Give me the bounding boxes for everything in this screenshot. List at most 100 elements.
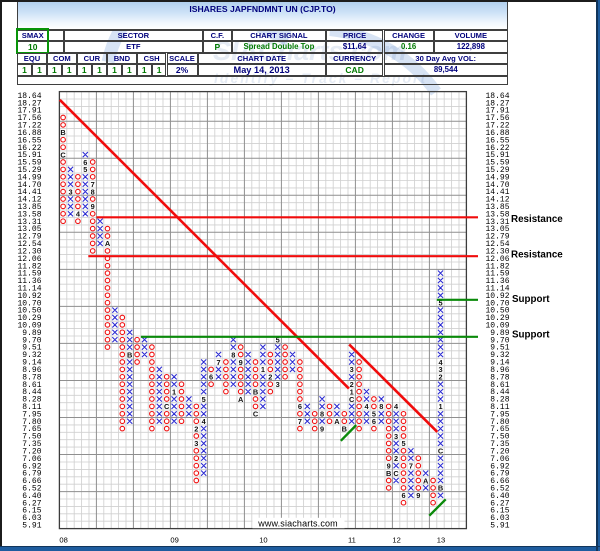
svg-text:10.09: 10.09 [17, 322, 41, 331]
svg-text:18.27: 18.27 [485, 99, 509, 108]
svg-text:11.36: 11.36 [485, 277, 509, 286]
svg-text:16.88: 16.88 [485, 129, 509, 138]
svg-text:15.29: 15.29 [17, 166, 41, 175]
svg-text:8.11: 8.11 [22, 403, 41, 412]
svg-text:7.65: 7.65 [490, 425, 509, 434]
svg-text:6: 6 [209, 373, 213, 382]
svg-text:C: C [164, 402, 170, 411]
svg-text:18.64: 18.64 [17, 92, 41, 101]
svg-text:6.79: 6.79 [22, 470, 41, 479]
svg-text:4: 4 [364, 402, 369, 411]
svg-text:13.05: 13.05 [17, 225, 41, 234]
svg-text:5: 5 [438, 299, 442, 308]
svg-text:5: 5 [83, 165, 87, 174]
svg-text:6.52: 6.52 [22, 485, 41, 494]
svg-text:9: 9 [91, 202, 95, 211]
svg-text:15.91: 15.91 [485, 151, 509, 160]
svg-text:08: 08 [59, 536, 67, 545]
svg-text:7: 7 [409, 462, 413, 471]
svg-text:A: A [334, 417, 340, 426]
svg-text:11.59: 11.59 [17, 270, 41, 279]
svg-text:7.06: 7.06 [490, 455, 509, 464]
svg-text:8.44: 8.44 [490, 388, 509, 397]
svg-text:7.50: 7.50 [22, 433, 41, 442]
svg-text:14.12: 14.12 [485, 196, 509, 205]
svg-text:C: C [438, 447, 444, 456]
svg-text:15.59: 15.59 [17, 159, 41, 168]
svg-text:7.80: 7.80 [490, 418, 509, 427]
svg-text:2: 2 [350, 380, 354, 389]
svg-text:6.40: 6.40 [490, 492, 509, 501]
svg-text:6.66: 6.66 [490, 477, 509, 486]
svg-text:2: 2 [268, 373, 272, 382]
svg-text:6.15: 6.15 [22, 507, 41, 516]
svg-text:Resistance: Resistance [511, 214, 563, 225]
svg-text:14.12: 14.12 [17, 196, 41, 205]
svg-text:17.56: 17.56 [17, 114, 41, 123]
svg-text:15.59: 15.59 [485, 159, 509, 168]
svg-text:1: 1 [172, 387, 176, 396]
svg-text:B: B [253, 387, 258, 396]
svg-text:10.50: 10.50 [485, 307, 509, 316]
svg-text:9: 9 [239, 358, 243, 367]
svg-text:13.58: 13.58 [17, 210, 41, 219]
svg-text:9.89: 9.89 [490, 329, 509, 338]
svg-text:3: 3 [394, 432, 398, 441]
svg-text:6.79: 6.79 [490, 470, 509, 479]
svg-text:8: 8 [91, 187, 95, 196]
svg-text:13.31: 13.31 [17, 218, 41, 227]
svg-text:14.70: 14.70 [17, 181, 41, 190]
svg-text:6.52: 6.52 [490, 485, 509, 494]
svg-text:9.32: 9.32 [22, 351, 41, 360]
svg-text:9.89: 9.89 [22, 329, 41, 338]
svg-text:8.78: 8.78 [22, 373, 41, 382]
svg-text:3: 3 [276, 380, 280, 389]
svg-text:4: 4 [394, 402, 399, 411]
svg-text:17.91: 17.91 [485, 107, 509, 116]
svg-text:C: C [393, 469, 399, 478]
svg-text:9.70: 9.70 [22, 336, 41, 345]
svg-text:2: 2 [394, 454, 398, 463]
svg-text:8.61: 8.61 [22, 381, 41, 390]
svg-text:15.91: 15.91 [17, 151, 41, 160]
svg-text:14.99: 14.99 [485, 173, 509, 182]
svg-text:4: 4 [202, 417, 207, 426]
svg-text:8.28: 8.28 [22, 396, 41, 405]
svg-text:Support: Support [512, 329, 550, 340]
svg-text:7.20: 7.20 [22, 447, 41, 456]
svg-text:2: 2 [194, 424, 198, 433]
svg-text:14.99: 14.99 [17, 173, 41, 182]
svg-text:10.29: 10.29 [17, 314, 41, 323]
svg-text:C: C [349, 395, 355, 404]
svg-text:6.27: 6.27 [490, 499, 509, 508]
svg-text:8: 8 [231, 350, 235, 359]
svg-text:8.11: 8.11 [490, 403, 509, 412]
svg-text:12.54: 12.54 [485, 240, 509, 249]
svg-text:16.55: 16.55 [17, 136, 41, 145]
svg-text:11.82: 11.82 [17, 262, 41, 271]
svg-text:8.96: 8.96 [490, 366, 509, 375]
svg-text:6.03: 6.03 [22, 514, 41, 523]
svg-text:12.79: 12.79 [17, 233, 41, 242]
svg-text:9.51: 9.51 [490, 344, 509, 353]
svg-text:6: 6 [372, 417, 376, 426]
svg-text:7.20: 7.20 [490, 447, 509, 456]
svg-text:15.29: 15.29 [485, 166, 509, 175]
svg-text:7.35: 7.35 [22, 440, 41, 449]
svg-text:9.14: 9.14 [490, 359, 509, 368]
svg-text:3: 3 [194, 439, 198, 448]
svg-text:9: 9 [387, 462, 391, 471]
svg-text:10.92: 10.92 [485, 292, 509, 301]
svg-text:4: 4 [76, 210, 81, 219]
svg-text:8: 8 [320, 410, 324, 419]
svg-text:14.41: 14.41 [485, 188, 509, 197]
svg-text:18.27: 18.27 [17, 99, 41, 108]
svg-text:7.80: 7.80 [22, 418, 41, 427]
svg-text:9: 9 [320, 424, 324, 433]
svg-text:4: 4 [438, 358, 443, 367]
svg-text:7: 7 [298, 417, 302, 426]
svg-text:17.56: 17.56 [485, 114, 509, 123]
svg-text:11: 11 [348, 536, 356, 545]
svg-text:Identify – Track – Report: Identify – Track – Report [214, 70, 427, 86]
svg-text:7: 7 [91, 180, 95, 189]
